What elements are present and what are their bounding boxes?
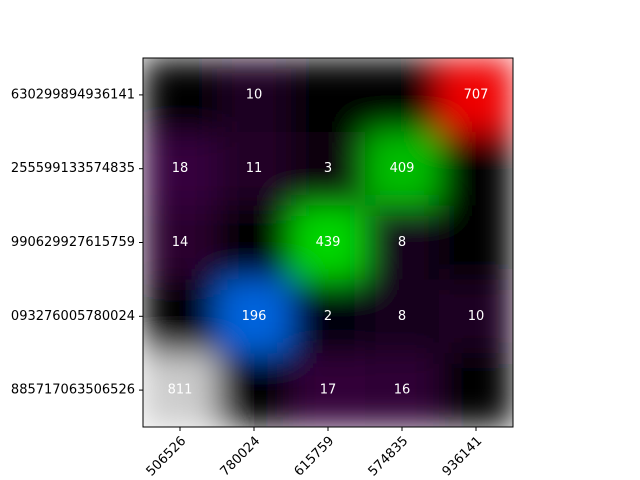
heatmap-cell [365,205,440,280]
heatmap-cell [217,205,292,280]
heatmap-cell [291,131,366,207]
y-tick-label: 990629927615759 [11,235,135,250]
heatmap-cell [143,58,218,133]
heatmap-cell [365,279,440,354]
heatmap-cell [291,279,366,354]
y-tick-label: 093276005780024 [11,309,135,324]
cells [143,58,513,427]
heatmap-cell [439,131,513,207]
heatmap-cell [217,279,292,354]
x-tick-label: 780024 [218,434,264,480]
heatmap-cell [439,205,513,280]
heatmap-cell [439,353,513,427]
cell-label: 10 [246,87,263,102]
heatmap-cell [365,131,440,207]
axes-frame [142,57,514,428]
cell-label: 14 [172,235,189,250]
cell-label: 10 [468,309,485,324]
cell-label: 11 [246,161,263,176]
heatmap-area [143,58,513,427]
heatmap-cell [365,58,440,133]
cell-label: 8 [398,235,406,250]
cell-label: 196 [242,309,267,324]
heatmap-cell [217,131,292,207]
heatmap-cell [143,279,218,354]
x-tick-label: 574835 [366,434,412,480]
heatmap-cell [143,353,218,427]
heatmap-cell [439,279,513,354]
x-tick-label: 615759 [292,434,338,480]
cell-label: 3 [324,161,332,176]
cell-label: 18 [172,161,189,176]
cell-label: 409 [390,161,415,176]
cell-label: 439 [316,235,341,250]
cell-label: 707 [464,87,489,102]
heatmap-cell [291,58,366,133]
heatmap-cell [217,353,292,427]
heatmap-cell [439,58,513,133]
x-tick-label: 506526 [144,434,190,480]
heatmap-cell [217,58,292,133]
y-tick-label: 885717063506526 [11,383,135,398]
heatmap-cell [291,205,366,280]
cell-label: 811 [168,383,193,398]
cell-label: 8 [398,309,406,324]
cell-label: 17 [320,383,337,398]
heatmap-cell [143,205,218,280]
cell-label: 2 [324,309,332,324]
cell-label: 16 [394,383,411,398]
y-tick-label: 630299894936141 [11,87,135,102]
y-tick-label: 255599133574835 [11,161,135,176]
heatmap-cell [143,131,218,207]
x-tick-label: 936141 [440,434,486,480]
heatmap-cell [365,353,440,427]
heatmap-cell [291,353,366,427]
